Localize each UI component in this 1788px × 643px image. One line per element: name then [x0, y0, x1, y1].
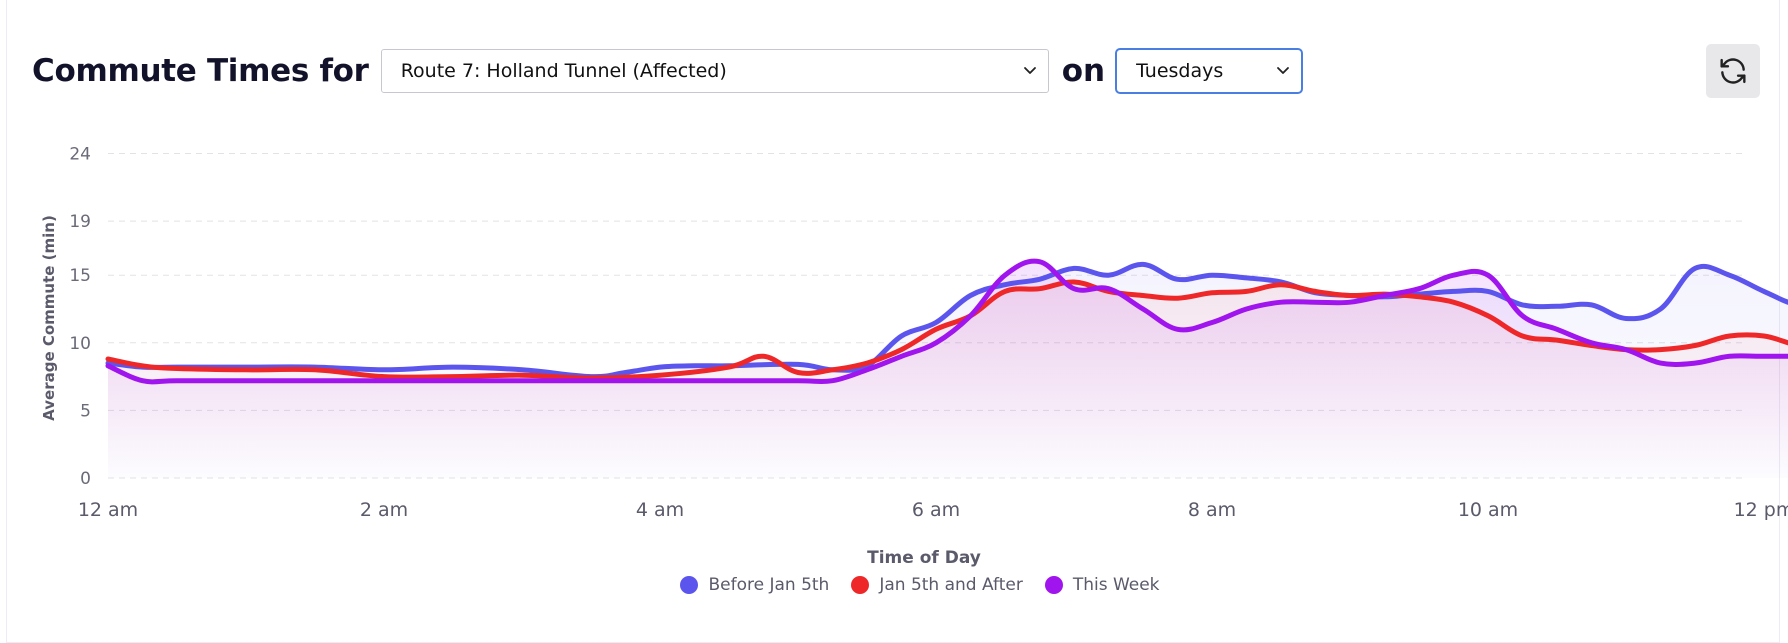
- legend-swatch: [1044, 576, 1063, 594]
- chevron-down-icon: [1277, 67, 1289, 74]
- legend-item-before-jan-5th[interactable]: Before Jan 5th: [680, 575, 829, 595]
- y-tick-label: 15: [69, 266, 91, 286]
- legend-swatch: [680, 576, 699, 594]
- x-tick-label: 2 am: [360, 499, 408, 521]
- legend-label: Jan 5th and After: [879, 575, 1023, 595]
- day-select[interactable]: Tuesdays: [1115, 48, 1304, 94]
- day-select-value: Tuesdays: [1136, 60, 1224, 82]
- route-select[interactable]: Route 7: Holland Tunnel (Affected): [380, 49, 1049, 93]
- x-axis-label: Time of Day: [867, 548, 981, 568]
- legend-swatch: [851, 576, 870, 594]
- x-tick-label: 10 am: [1458, 499, 1518, 521]
- x-tick-label: 6 am: [912, 499, 960, 521]
- route-select-value: Route 7: Holland Tunnel (Affected): [400, 60, 727, 82]
- legend-item-jan-5th-and-after[interactable]: Jan 5th and After: [851, 575, 1023, 595]
- chart-legend: Before Jan 5th Jan 5th and After This Week: [0, 575, 1788, 595]
- y-tick-label: 19: [69, 212, 91, 232]
- x-tick-label: 12 am: [78, 499, 138, 521]
- series-line-jan-5th-and-after: [105, 279, 1788, 381]
- legend-item-this-week[interactable]: This Week: [1044, 575, 1160, 595]
- refresh-icon: [1720, 58, 1746, 84]
- x-tick-label: 4 am: [636, 499, 684, 521]
- chart-title: Commute Times for: [32, 53, 369, 89]
- y-tick-label: 0: [80, 469, 91, 489]
- y-axis-label: Average Commute (min): [40, 215, 58, 421]
- on-label: on: [1061, 53, 1106, 89]
- y-tick-label: 10: [69, 334, 91, 354]
- x-tick-label: 12 pm: [1734, 499, 1788, 521]
- y-tick-label: 5: [80, 401, 91, 421]
- chart-header: Commute Times for Route 7: Holland Tunne…: [32, 48, 1304, 94]
- y-tick-label: 24: [69, 145, 91, 165]
- x-tick-label: 8 am: [1188, 499, 1236, 521]
- legend-label: This Week: [1072, 575, 1160, 595]
- series-line-this-week: [105, 258, 1788, 385]
- series-area-this-week: [108, 261, 1788, 478]
- legend-label: Before Jan 5th: [708, 575, 830, 595]
- chevron-down-icon: [1023, 67, 1036, 74]
- refresh-button[interactable]: [1706, 44, 1760, 98]
